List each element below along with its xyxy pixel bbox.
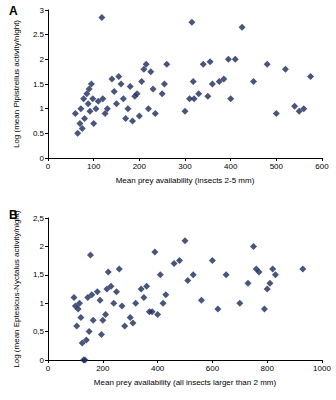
svg-text:200: 200 (133, 162, 147, 171)
svg-text:2: 2 (40, 242, 45, 251)
svg-text:400: 400 (151, 364, 165, 373)
svg-text:1000: 1000 (313, 364, 331, 373)
svg-text:2: 2 (40, 55, 45, 64)
svg-text:2.5: 2.5 (33, 30, 45, 39)
svg-text:Log (mean Eptesicus-Nyctalus a: Log (mean Eptesicus-Nyctalus activity/ni… (12, 210, 21, 368)
svg-text:A: A (9, 4, 18, 18)
svg-text:3: 3 (40, 6, 45, 15)
svg-text:0: 0 (46, 364, 51, 373)
svg-text:Mean prey availability (all in: Mean prey availability (all insects larg… (94, 378, 277, 387)
svg-text:200: 200 (96, 364, 110, 373)
svg-text:2,5: 2,5 (33, 214, 45, 223)
svg-text:500: 500 (270, 162, 284, 171)
svg-text:Log (mean Pipistrellus activit: Log (mean Pipistrellus activity/night) (12, 20, 21, 148)
svg-text:B: B (9, 208, 18, 222)
svg-text:1: 1 (40, 104, 45, 113)
svg-text:1.5: 1.5 (33, 80, 45, 89)
svg-text:100: 100 (87, 162, 101, 171)
svg-text:800: 800 (261, 364, 275, 373)
svg-text:400: 400 (224, 162, 238, 171)
svg-text:1,5: 1,5 (33, 270, 45, 279)
svg-text:0,5: 0,5 (33, 327, 45, 336)
svg-text:0: 0 (46, 162, 51, 171)
svg-text:0: 0 (40, 154, 45, 163)
svg-text:1: 1 (40, 299, 45, 308)
svg-text:600: 600 (315, 162, 329, 171)
svg-text:600: 600 (206, 364, 220, 373)
svg-text:0: 0 (40, 356, 45, 365)
svg-text:Mean prey availability (insect: Mean prey availability (insects 2-5 mm) (116, 176, 255, 185)
svg-text:0.5: 0.5 (33, 129, 45, 138)
svg-text:300: 300 (178, 162, 192, 171)
